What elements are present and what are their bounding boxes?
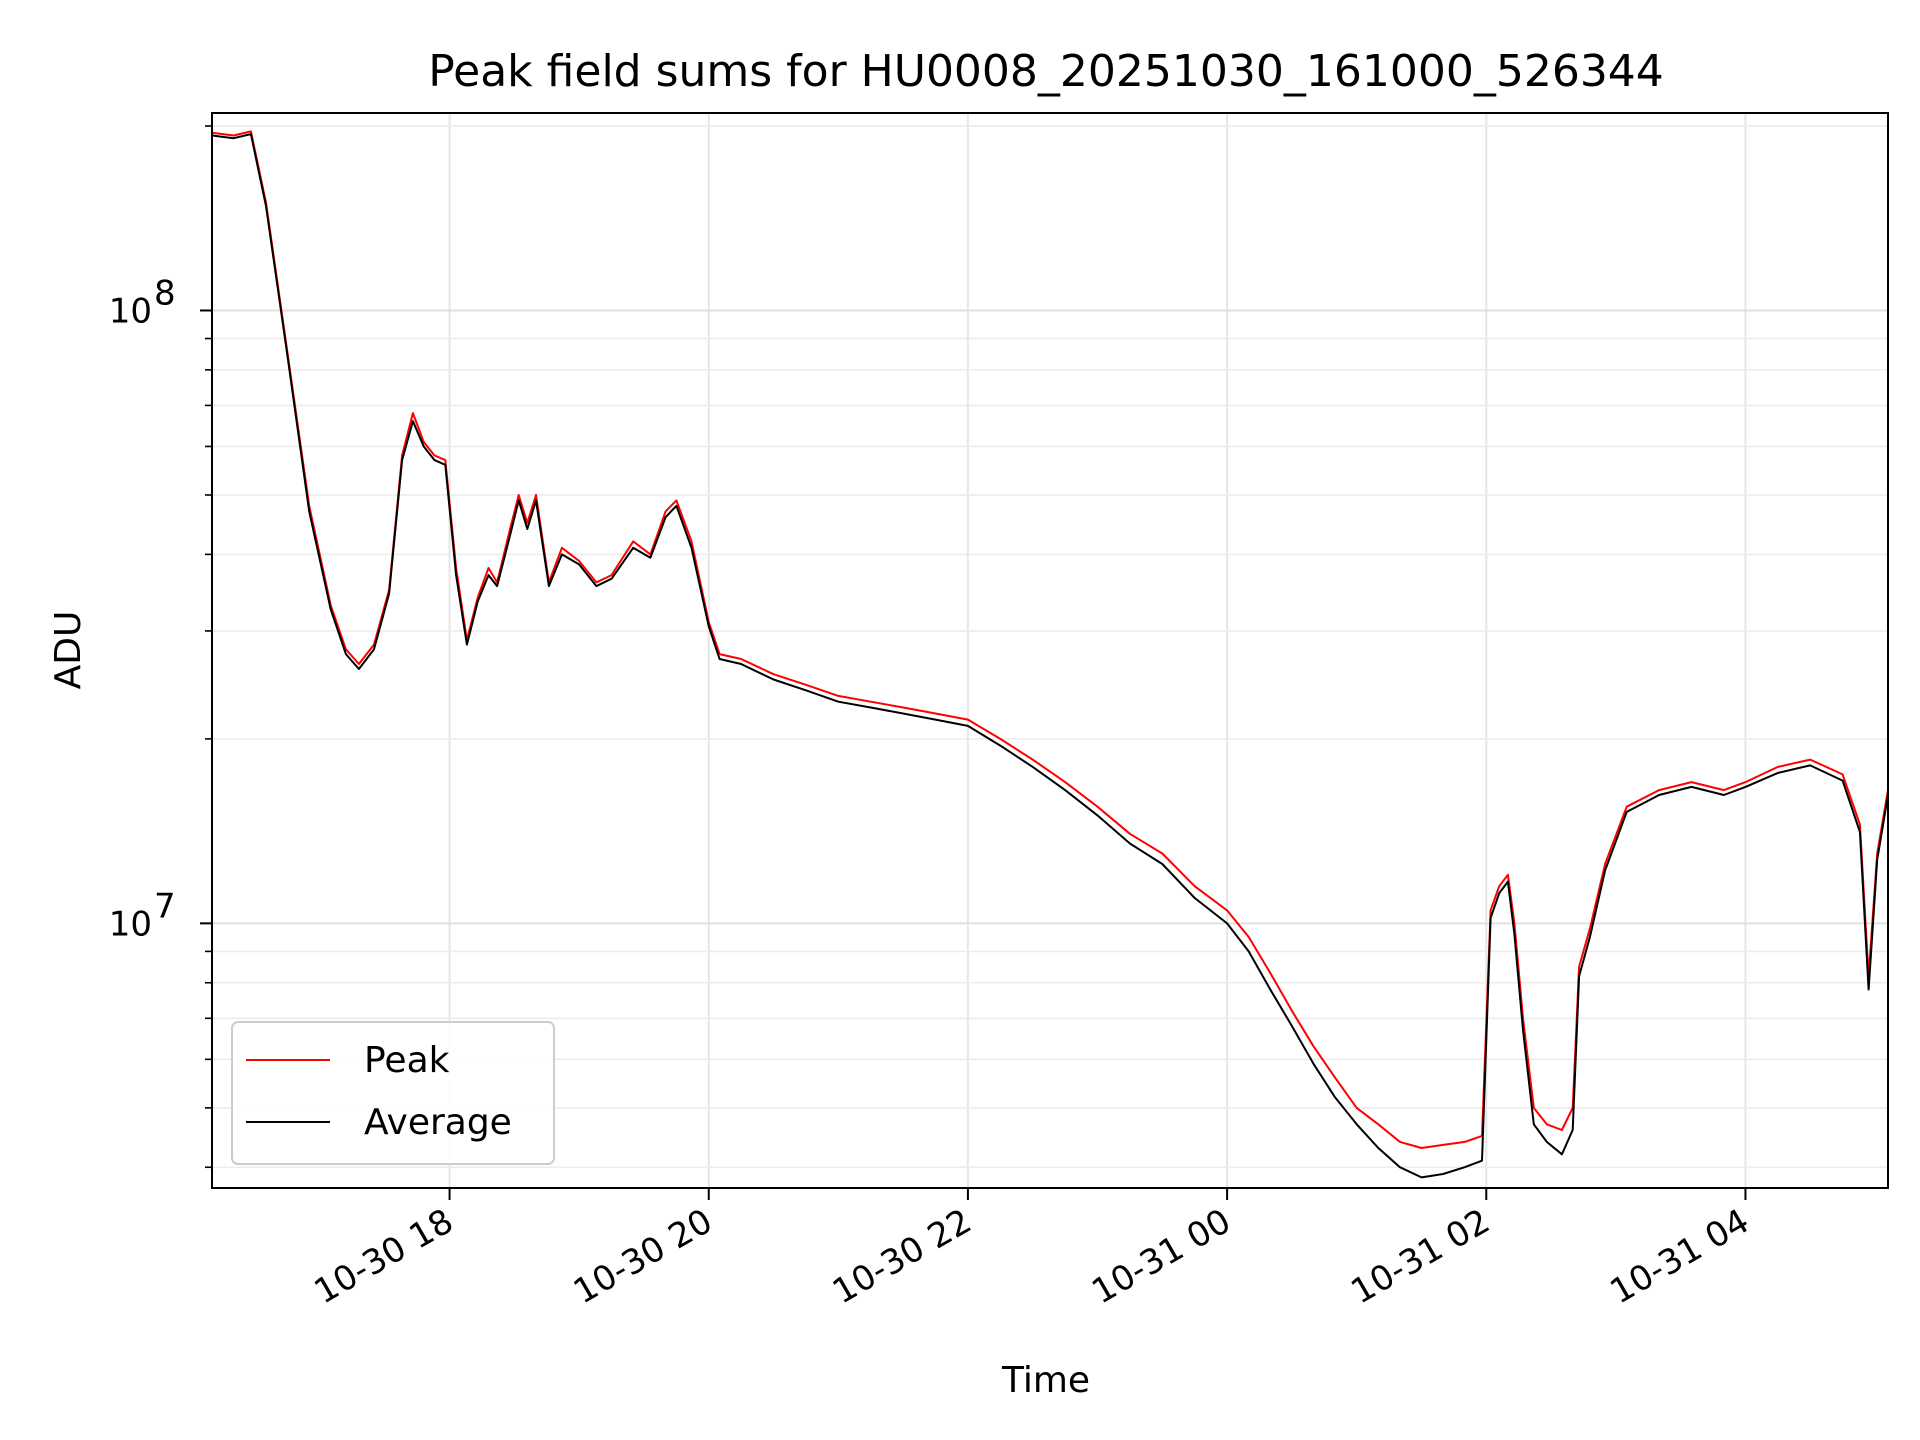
- y-tick-base: 10: [109, 291, 152, 331]
- y-tick-exponent: 7: [154, 886, 176, 926]
- chart-title: Peak field sums for HU0008_20251030_1610…: [428, 46, 1664, 97]
- series-line-average: [212, 133, 1888, 1179]
- x-axis-label: Time: [1001, 1360, 1090, 1401]
- legend-box: [231, 1021, 555, 1165]
- y-tick-exponent: 8: [154, 273, 176, 313]
- legend-label-peak: Peak: [364, 1040, 450, 1081]
- legend: Peak Average: [231, 1021, 555, 1165]
- y-axis-label: ADU: [48, 611, 89, 690]
- legend-label-average: Average: [364, 1102, 512, 1143]
- axes-frame: [211, 112, 1889, 1189]
- plot-area: [212, 130, 1888, 1179]
- y-tick-base: 10: [109, 904, 152, 944]
- y-tick-label: 10 7: [109, 886, 176, 944]
- y-tick-label: 10 8: [109, 273, 176, 331]
